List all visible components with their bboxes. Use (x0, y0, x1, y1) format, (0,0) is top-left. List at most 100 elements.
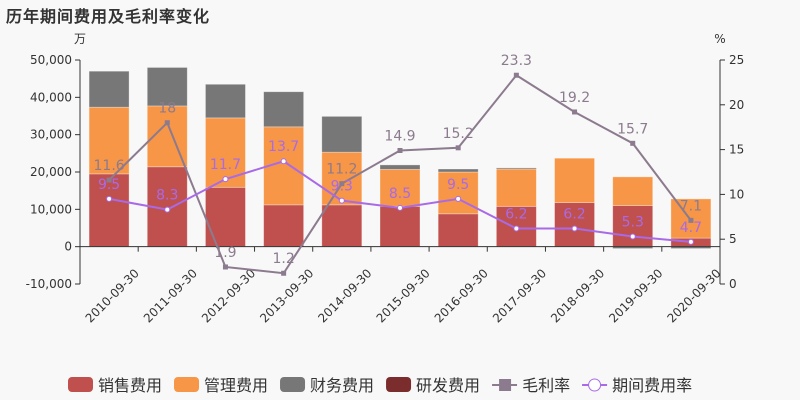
data-label-期间费用率: 6.2 (563, 206, 585, 222)
bar-销售费用 (263, 204, 305, 248)
legend-label-财务费用: 财务费用 (310, 376, 374, 395)
bar-财务费用 (321, 115, 363, 153)
x-tick-label: 2012-09-30 (199, 266, 258, 325)
legend-swatch-销售费用 (68, 377, 93, 392)
bar-销售费用 (321, 204, 363, 248)
marker-毛利率 (106, 177, 112, 183)
data-label-毛利率: 1.2 (273, 251, 295, 267)
marker-毛利率 (222, 264, 228, 270)
left-tick-label: 20,000 (30, 165, 72, 179)
legend-label-研发费用: 研发费用 (416, 376, 480, 395)
marker-期间费用率 (164, 206, 171, 213)
x-tick-label: 2015-09-30 (374, 266, 433, 325)
left-tick-label: -10,000 (26, 277, 72, 291)
marker-期间费用率 (455, 195, 462, 202)
marker-毛利率 (339, 181, 345, 187)
bar-管理费用 (612, 176, 654, 206)
x-tick-label: 2020-09-30 (664, 266, 723, 325)
marker-毛利率 (397, 147, 403, 153)
bar-销售费用 (205, 186, 246, 248)
data-label-期间费用率: 6.2 (505, 206, 527, 222)
bar-财务费用 (263, 91, 305, 128)
legend-marker-期间费用率 (588, 378, 602, 392)
bar-管理费用 (379, 168, 421, 207)
marker-毛利率 (513, 72, 519, 78)
right-tick-label: 0 (729, 277, 737, 291)
right-tick-label: 10 (729, 187, 744, 201)
marker-毛利率 (281, 270, 287, 276)
left-tick-label: 30,000 (30, 128, 72, 142)
bar-财务费用 (495, 167, 537, 170)
right-tick-label: 25 (729, 53, 744, 67)
marker-期间费用率 (571, 225, 578, 232)
data-label-毛利率: 7.1 (680, 198, 702, 214)
bar-财务费用 (88, 70, 130, 108)
marker-期间费用率 (513, 225, 520, 232)
legend-swatch-管理费用 (174, 377, 200, 392)
data-label-毛利率: 23.3 (501, 53, 532, 69)
bar-财务费用 (379, 164, 421, 170)
data-label-毛利率: 18 (158, 101, 176, 117)
bar-管理费用 (437, 171, 479, 215)
legend-swatch-财务费用 (280, 377, 306, 392)
marker-毛利率 (688, 217, 694, 223)
marker-期间费用率 (629, 233, 636, 240)
bar-财务费用 (437, 168, 479, 173)
marker-期间费用率 (338, 197, 345, 204)
data-label-期间费用率: 11.7 (210, 157, 241, 173)
x-tick-label: 2019-09-30 (606, 266, 665, 325)
right-axis-unit: % (714, 32, 725, 46)
bar-财务费用 (146, 67, 188, 107)
data-label-期间费用率: 9.5 (98, 177, 120, 193)
data-label-期间费用率: 8.5 (389, 186, 411, 202)
data-label-期间费用率: 9.3 (331, 179, 353, 195)
legend-label-销售费用: 销售费用 (98, 376, 162, 395)
data-label-毛利率: 14.9 (384, 128, 415, 144)
marker-期间费用率 (106, 195, 113, 202)
left-tick-label: 40,000 (30, 90, 72, 104)
legend-label-期间费用率: 期间费用率 (612, 376, 692, 395)
bar-管理费用 (321, 151, 363, 206)
marker-期间费用率 (280, 158, 287, 165)
data-label-毛利率: 1.9 (214, 245, 236, 261)
legend-label-毛利率: 毛利率 (522, 376, 570, 395)
data-label-毛利率: 15.7 (617, 121, 648, 137)
data-label-期间费用率: 13.7 (268, 139, 299, 155)
x-tick-label: 2013-09-30 (257, 266, 316, 325)
x-tick-label: 2016-09-30 (432, 266, 491, 325)
bar-管理费用 (495, 168, 537, 207)
x-tick-label: 2018-09-30 (548, 266, 607, 325)
left-tick-label: 0 (64, 240, 72, 254)
x-tick-label: 2010-09-30 (83, 266, 142, 325)
left-tick-label: 50,000 (30, 53, 72, 67)
bar-管理费用 (554, 157, 595, 204)
x-tick-label: 2014-09-30 (315, 266, 374, 325)
bar-财务费用 (205, 83, 246, 119)
marker-期间费用率 (222, 176, 229, 183)
left-axis-unit: 万 (74, 32, 86, 46)
marker-期间费用率 (397, 204, 403, 211)
x-tick-label: 2011-09-30 (141, 266, 200, 325)
data-label-毛利率: 11.2 (326, 162, 357, 178)
marker-毛利率 (164, 120, 170, 126)
marker-毛利率 (455, 145, 461, 151)
bar-销售费用 (437, 213, 479, 248)
data-label-毛利率: 19.2 (559, 90, 590, 106)
x-tick-label: 2017-09-30 (490, 266, 549, 325)
data-label-毛利率: 11.6 (94, 158, 125, 174)
data-label-期间费用率: 5.3 (622, 215, 644, 231)
data-label-期间费用率: 8.3 (156, 188, 178, 204)
data-label-期间费用率: 4.7 (680, 220, 702, 236)
marker-毛利率 (572, 109, 578, 115)
legend-marker-毛利率 (499, 379, 512, 391)
legend-swatch-研发费用 (386, 377, 412, 392)
right-tick-label: 15 (729, 143, 744, 157)
left-tick-label: 10,000 (30, 202, 72, 216)
data-label-期间费用率: 9.5 (447, 177, 469, 193)
bar-销售费用 (88, 173, 130, 248)
right-tick-label: 20 (729, 98, 744, 112)
marker-期间费用率 (687, 238, 694, 245)
chart-title: 历年期间费用及毛利率变化 (6, 7, 211, 26)
